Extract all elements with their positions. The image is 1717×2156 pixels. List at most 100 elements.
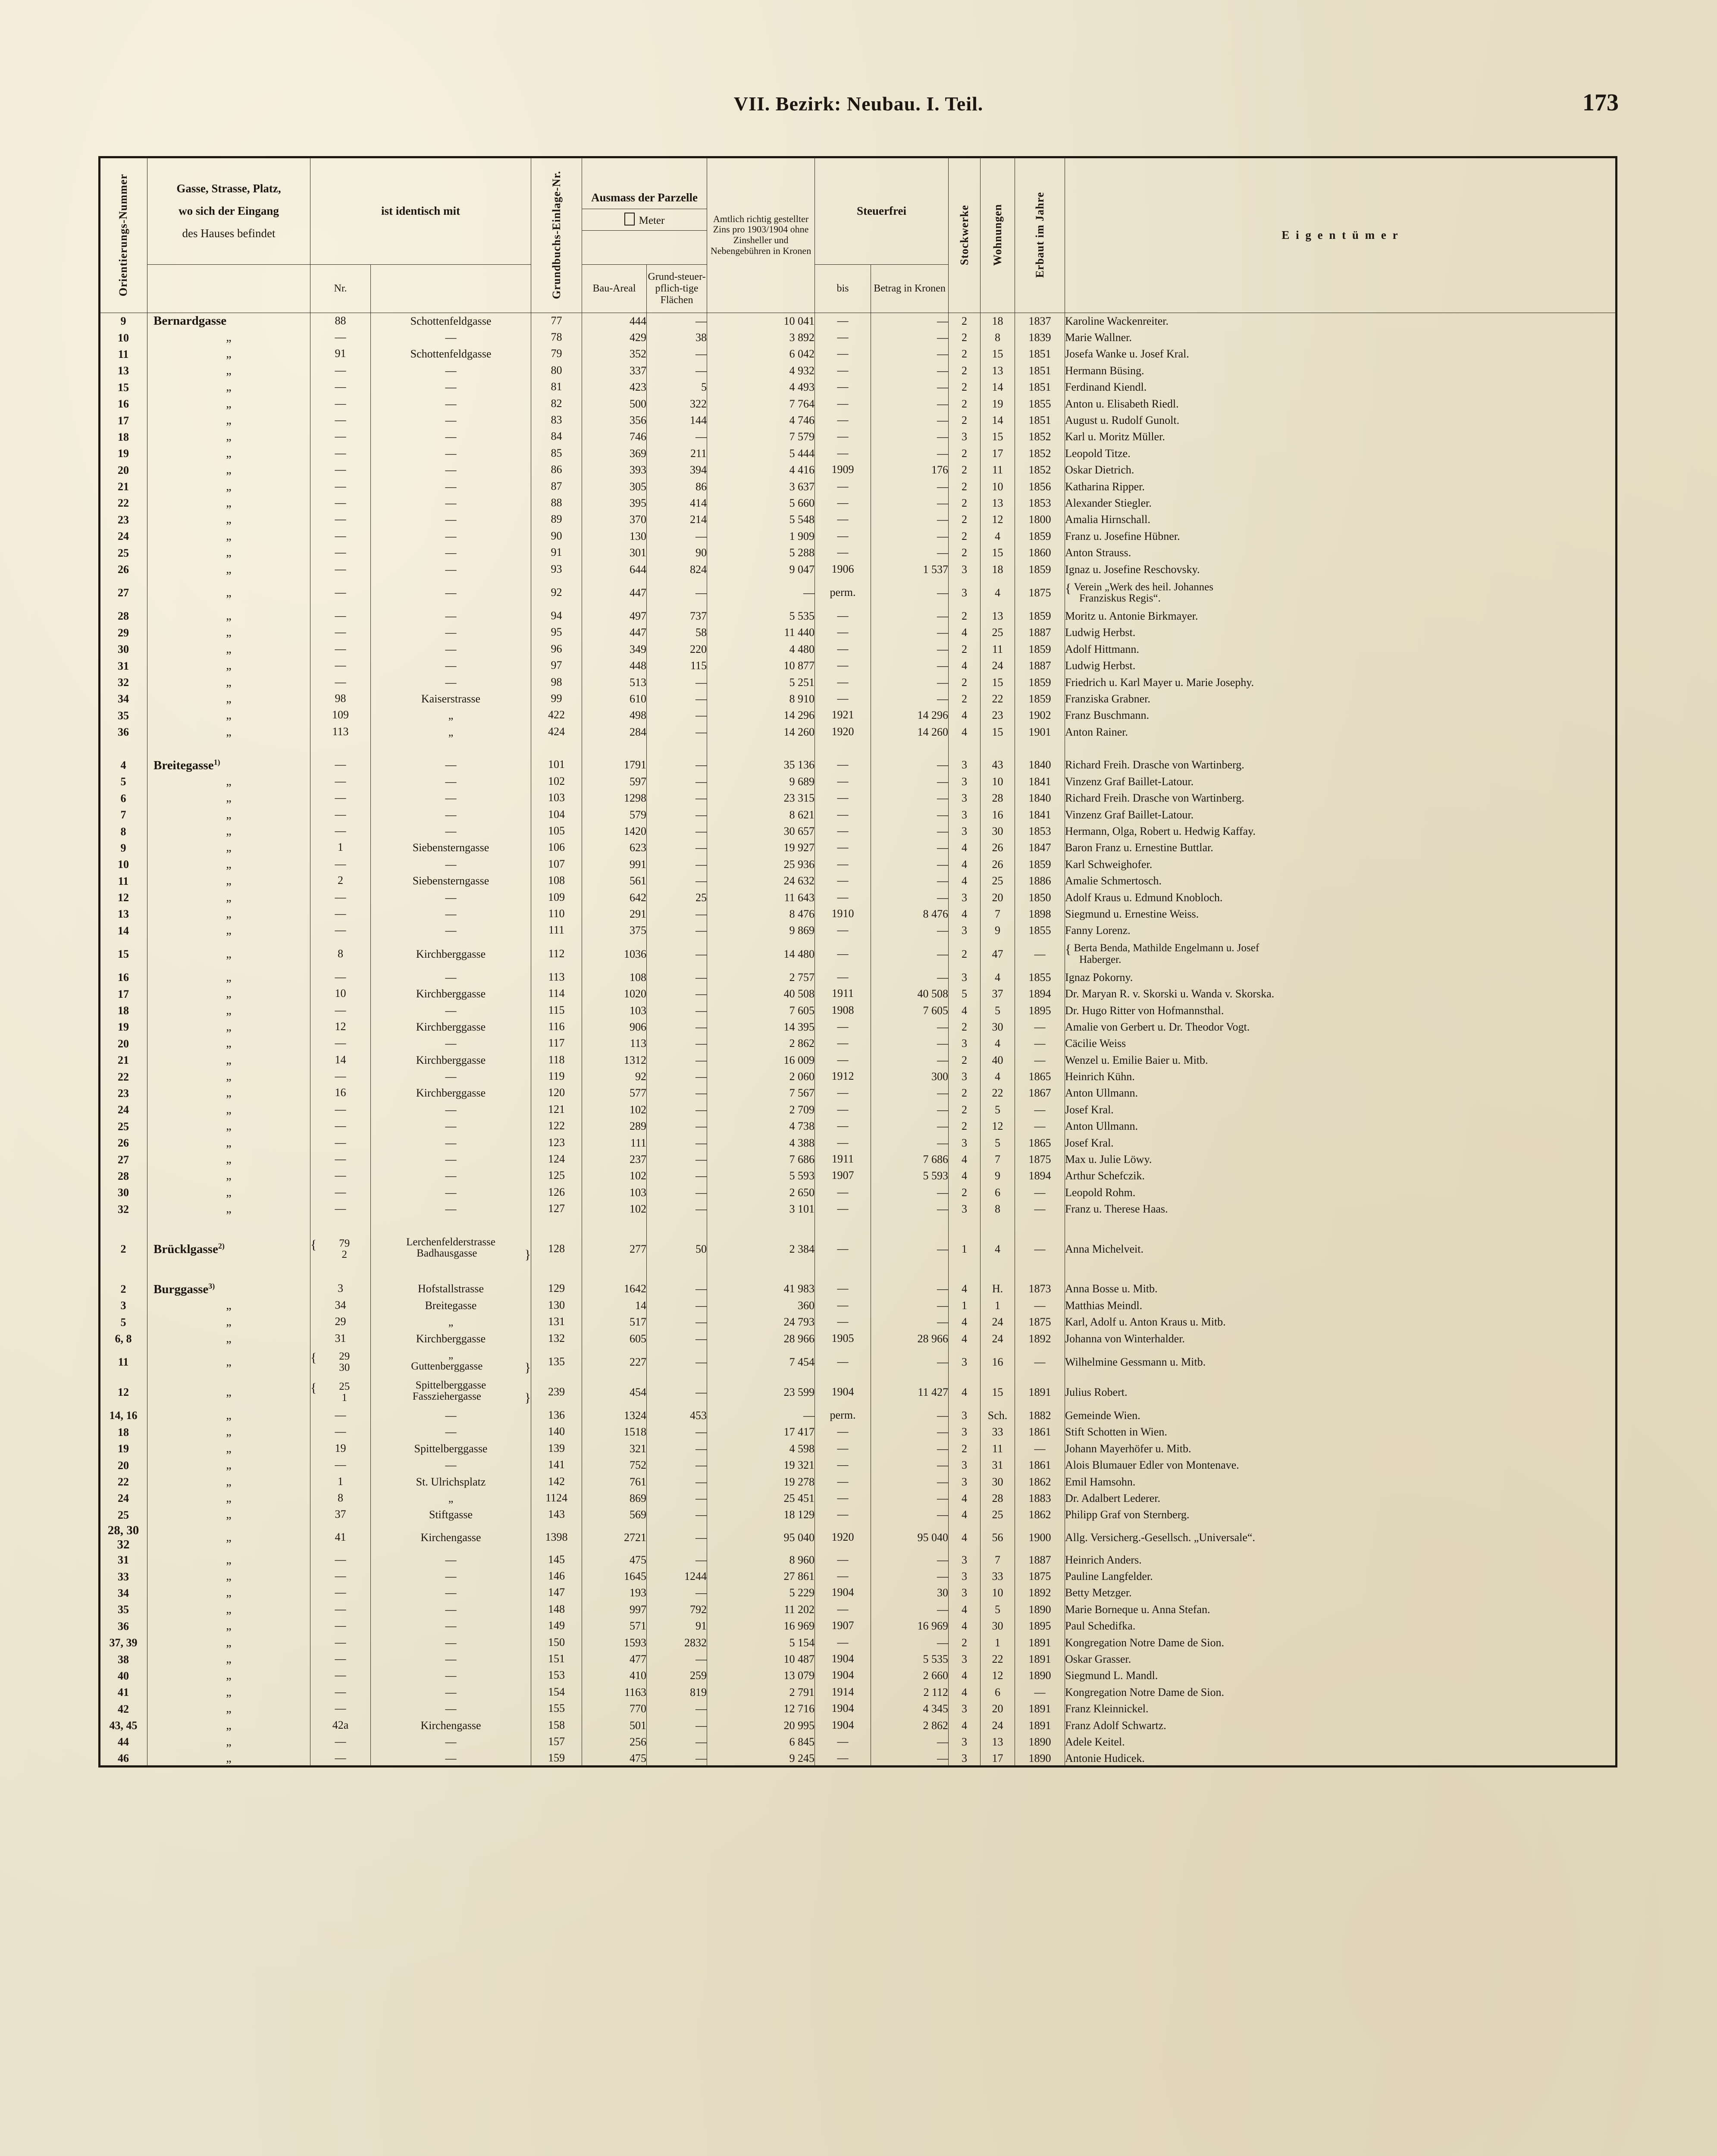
table-row[interactable]: 26 „ — —123 111—4 388— —3 5 1865 Josef Kral. xyxy=(99,1134,1617,1151)
table-row[interactable]: 16 „ — —82 500 322 7 764— —2 19 1855 Anton u. Elis… xyxy=(99,395,1617,412)
cell-identisch-nr: — xyxy=(310,1002,371,1019)
table-row[interactable]: 23 „ — —89 370 214 5 548— —2 12 1800 Amalia Hirnsc… xyxy=(99,511,1617,528)
table-row[interactable]: 11 „{29 30 „ Guttenberggasse} 135 227—7 454— —3… xyxy=(99,1347,1617,1377)
table-row[interactable]: 12 „ — —109 642 25 11 643— —3 20 1850 Adolf Kraus … xyxy=(99,889,1617,906)
table-row[interactable]: 23 „ 16 Kirchberggasse 120 577—7 567— —2 22 1867… xyxy=(99,1085,1617,1102)
table-row[interactable]: 9 Bernardgasse 88 Schottenfeldgasse 77 444—10… xyxy=(99,313,1617,329)
street-footnote-marker[interactable]: 3) xyxy=(208,1282,215,1291)
table-row[interactable]: 29 „ — —95 447 58 11 440— —4 25 1887 Ludwig Herbst… xyxy=(99,624,1617,641)
table-row[interactable]: 7 „ — —104 579—8 621— —3 16 1841 Vinzenz Graf Ba… xyxy=(99,806,1617,823)
table-row[interactable]: 34 „ — —147 193—5 229 1904 30 3 10 1892 Betty Metz… xyxy=(99,1585,1617,1601)
cell-zins: 2 060 xyxy=(707,1068,815,1085)
table-row[interactable]: 38 „ — —151 477—10 487 1904 5 535 3 22 1891 Oskar … xyxy=(99,1651,1617,1668)
table-row[interactable]: 30 „ — —126 103—2 650— —2 6— Leopold Rohm. xyxy=(99,1184,1617,1201)
table-row[interactable]: 12 „{25 1 Spittelberggasse Fassziehergasse} 2… xyxy=(99,1377,1617,1407)
table-row[interactable]: 32 „ — —127 102—3 101— —3 8— Franz u. Therese H… xyxy=(99,1201,1617,1218)
table-row[interactable]: 19 „ 12 Kirchberggasse 116 906—14 395— —2 30— Am… xyxy=(99,1018,1617,1036)
cell-identisch-nr: — xyxy=(310,1134,371,1151)
cell-grundbuchs-nr: 83 xyxy=(531,412,583,429)
table-row[interactable]: 21 „ 14 Kirchberggasse 118 1312—16 009— —2 40— W… xyxy=(99,1052,1617,1069)
table-row[interactable]: 5 „ — —102 597—9 689— —3 10 1841 Vinzenz Graf Ba… xyxy=(99,773,1617,790)
table-row[interactable]: 30 „ — —96 349 220 4 480— —2 11 1859 Adolf Hittman… xyxy=(99,641,1617,658)
table-row[interactable]: 6 „ — —103 1298—23 315— —3 28 1840 Richard Freih… xyxy=(99,790,1617,807)
table-row[interactable]: 15 „ — —81 423 5 4 493— —2 14 1851 Ferdinand Kiend… xyxy=(99,379,1617,396)
table-row[interactable]: 20 „ — —86 393 394 4 416 1909 176 2 11 1852 Oskar Di… xyxy=(99,462,1617,479)
table-row[interactable]: 36 „ — —149 571 91 16 969 1907 16 969 4 30 1895 Paul… xyxy=(99,1618,1617,1635)
cell-erbaut-im-jahre: 1800 xyxy=(1015,511,1065,528)
table-row[interactable]: 11 „ 91 Schottenfeldgasse 79 352—6 042— —2 15 18… xyxy=(99,346,1617,363)
table-row[interactable]: 22 „ — —88 395 414 5 660— —2 13 1853 Alexander Sti… xyxy=(99,495,1617,512)
table-row[interactable]: 5 „ 29 „ 131 517—24 793— —4 24 1875 Karl, Adolf u… xyxy=(99,1313,1617,1331)
table-row[interactable]: 20 „ — —141 752—19 321— —3 31 1861 Alois Blumaue… xyxy=(99,1457,1617,1474)
table-row[interactable]: 15 „ 8 Kirchberggasse 112 1036—14 480— —2 47—{B… xyxy=(99,939,1617,969)
table-row[interactable]: 31 „ — —97 448 115 10 877— —4 24 1887 Ludwig Herbs… xyxy=(99,657,1617,674)
table-row[interactable]: 22 „ 1 St. Ulrichsplatz 142 761—19 278— —3 30 18… xyxy=(99,1473,1617,1490)
table-row[interactable]: 21 „ — —87 305 86 3 637— —2 10 1856 Katharina Ripp… xyxy=(99,478,1617,495)
table-row[interactable]: 17 „ — —83 356 144 4 746— —2 14 1851 August u. Rud… xyxy=(99,412,1617,429)
table-row[interactable]: 10 „ — —107 991—25 936— —4 26 1859 Karl Schweigh… xyxy=(99,856,1617,873)
table-row[interactable]: 34 „ 98 Kaiserstrasse 99 610—8 910— —2 22 1859 Fr… xyxy=(99,690,1617,708)
cell-grundbuchs-nr-text: 119 xyxy=(548,1070,565,1083)
table-row[interactable]: 33 „ — —146 1645 1244 27 861— —3 33 1875 Pauline L… xyxy=(99,1568,1617,1585)
table-row[interactable]: 19 „ — —85 369 211 5 444— —2 17 1852 Leopold Titze… xyxy=(99,445,1617,462)
table-row[interactable]: 14, 16 „ — —136 1324 453— perm. —3 Sch. 1882 Gemei… xyxy=(99,1407,1617,1424)
table-row[interactable]: 27 „ — —124 237—7 686 1911 7 686 4 7 1875 Max u. J… xyxy=(99,1151,1617,1168)
table-row[interactable]: 26 „ — —93 644 824 9 047 1906 1 537 3 18 1859 Ignaz … xyxy=(99,561,1617,578)
table-row[interactable]: 4 Breitegasse1) — —101 1791—35 136— —3 43 1840 R… xyxy=(99,757,1617,774)
table-row[interactable]: 13 „ — —110 291—8 476 1910 8 476 4 7 1898 Siegmund… xyxy=(99,906,1617,923)
table-row[interactable]: 40 „ — —153 410 259 13 079 1904 2 660 4 12 1890 Sieg… xyxy=(99,1667,1617,1684)
table-row[interactable]: 27 „ — —92 447— — perm. —3 4 1875{Verein „Werk de… xyxy=(99,577,1617,608)
table-row[interactable]: 25 „ 37 Stiftgasse 143 569—18 129— —4 25 1862 Phi… xyxy=(99,1507,1617,1523)
table-row[interactable]: 44 „ — —157 256—6 845— —3 13 1890 Adele Keitel. xyxy=(99,1733,1617,1751)
table-row[interactable]: 25 „ — —122 289—4 738— —2 12— Anton Ullmann. xyxy=(99,1118,1617,1135)
table-row[interactable]: 28 „ — —125 102—5 593 1907 5 593 4 9 1894 Arthur S… xyxy=(99,1168,1617,1185)
cell-zins-text: 4 932 xyxy=(789,364,815,377)
table-row[interactable]: 35 „ 109 „ 422 498—14 296 1921 14 296 4 23 1902 Fra… xyxy=(99,707,1617,724)
table-row[interactable]: 28 „ — —94 497 737 5 535— —2 13 1859 Moritz u. Ant… xyxy=(99,608,1617,625)
cell-grundsteuerpflichtige-flaeche-text: — xyxy=(696,1355,707,1368)
table-row[interactable]: 43, 45 „ 42a Kirchengasse 158 501—20 995 1904 2… xyxy=(99,1717,1617,1734)
cell-eigentuemer-text: Dr. Hugo Ritter von Hofmannsthal. xyxy=(1065,1004,1224,1017)
table-row[interactable]: 6, 8 „ 31 Kirchberggasse 132 605—28 966 1905 28… xyxy=(99,1330,1617,1347)
table-row[interactable]: 24 „ — —90 130—1 909— —2 4 1859 Franz u. Josefin… xyxy=(99,528,1617,545)
cell-identisch-strasse-text: Siebensterngasse xyxy=(412,841,489,854)
table-row[interactable]: 25 „ — —91 301 90 5 288— —2 15 1860 Anton Strauss. xyxy=(99,544,1617,561)
table-row[interactable]: 36 „ 113 „ 424 284—14 260 1920 14 260 4 15 1901 Ant… xyxy=(99,724,1617,740)
table-row[interactable]: 22 „ — —119 92—2 060 1912 300 3 4 1865 Heinrich Kü… xyxy=(99,1068,1617,1085)
table-row[interactable]: 2 Burggasse3) 3 Hofstallstrasse 129 1642—41 9… xyxy=(99,1281,1617,1297)
table-row[interactable]: 14 „ — —111 375—9 869— —3 9 1855 Fanny Lorenz. xyxy=(99,922,1617,939)
cell-eigentuemer-text: Amalie von Gerbert u. Dr. Theodor Vogt. xyxy=(1065,1020,1250,1033)
table-row[interactable]: 13 „ — —80 337—4 932— —2 13 1851 Hermann Büsing. xyxy=(99,362,1617,379)
table-row[interactable]: 18 „ — —115 103—7 605 1908 7 605 4 5 1895 Dr. Hugo… xyxy=(99,1002,1617,1019)
table-row[interactable]: 32 „ — —98 513—5 251— —2 15 1859 Friedrich u. Ka… xyxy=(99,674,1617,691)
cell-eigentuemer-text: Anna Michelveit. xyxy=(1065,1242,1144,1255)
table-row[interactable]: 3 „ 34 Breitegasse 130 14—360— —1 1— Matthias Me… xyxy=(99,1297,1617,1314)
table-row[interactable]: 20 „ — —117 113—2 862— —3 4— Cäcilie Weiss xyxy=(99,1035,1617,1052)
table-row[interactable]: 28, 30 32 „ 41 Kirchengasse 1398 2721—95 040 19… xyxy=(99,1523,1617,1552)
table-row[interactable]: 9 „ 1 Siebensterngasse 106 623—19 927— —4 26 184… xyxy=(99,840,1617,856)
table-row[interactable]: 42 „ — —155 770—12 716 1904 4 345 3 20 1891 Franz … xyxy=(99,1701,1617,1717)
table-row[interactable]: 24 „ — —121 102—2 709— —2 5— Josef Kral. xyxy=(99,1101,1617,1119)
street-footnote-marker[interactable]: 1) xyxy=(213,758,220,767)
table-row[interactable]: 11 „ 2 Siebensterngasse 108 561—24 632— —4 25 18… xyxy=(99,873,1617,890)
table-row[interactable]: 2 Brücklgasse2){79 2 Lerchenfelderstrasse Ba… xyxy=(99,1234,1617,1264)
cell-steuerfrei-betrag-text: — xyxy=(937,1442,949,1455)
cell-erbaut-im-jahre-text: 1891 xyxy=(1028,1702,1051,1715)
table-row[interactable]: 37, 39 „ — —150 1593 2832 5 154— —2 1 1891 Kongreg… xyxy=(99,1634,1617,1651)
table-row[interactable]: 18 „ — —84 746—7 579— —3 15 1852 Karl u. Moritz … xyxy=(99,429,1617,445)
table-row[interactable]: 16 „ — —113 108—2 757— —3 4 1855 Ignaz Pokorny. xyxy=(99,969,1617,986)
street-footnote-marker[interactable]: 2) xyxy=(218,1241,225,1250)
cell-identisch-strasse-text: — xyxy=(445,1669,457,1682)
table-row[interactable]: 18 „ — —140 1518—17 417— —3 33 1861 Stift Schott… xyxy=(99,1424,1617,1441)
table-row[interactable]: 35 „ — —148 997 792 11 202— —4 5 1890 Marie Borneq… xyxy=(99,1601,1617,1618)
table-row[interactable]: 8 „ — —105 1420—30 657— —3 30 1853 Hermann, Olga… xyxy=(99,823,1617,840)
table-row[interactable]: 46 „ — —159 475—9 245— —3 17 1890 Antonie Hudice… xyxy=(99,1750,1617,1767)
table-row[interactable]: 19 „ 19 Spittelberggasse 139 321—4 598— —2 11— J… xyxy=(99,1440,1617,1457)
table-row[interactable]: 24 „ 8 „ 1124 869—25 451— —4 28 1883 Dr. Adalbert… xyxy=(99,1490,1617,1507)
cell-eigentuemer-text: Leopold Titze. xyxy=(1065,447,1131,460)
table-row[interactable]: 41 „ — —154 1163 819 2 791 1914 2 112 4 6— Kongrega… xyxy=(99,1684,1617,1701)
table-row[interactable]: 17 „ 10 Kirchberggasse 114 1020—40 508 1911 40 … xyxy=(99,985,1617,1003)
table-row[interactable]: 31 „ — —145 475—8 960— —3 7 1887 Heinrich Anders… xyxy=(99,1551,1617,1568)
cell-identisch-nr-text: 3 xyxy=(338,1282,343,1295)
table-row[interactable]: 10 „ — —78 429 38 3 892— —2 8 1839 Marie Wallner. xyxy=(99,329,1617,346)
